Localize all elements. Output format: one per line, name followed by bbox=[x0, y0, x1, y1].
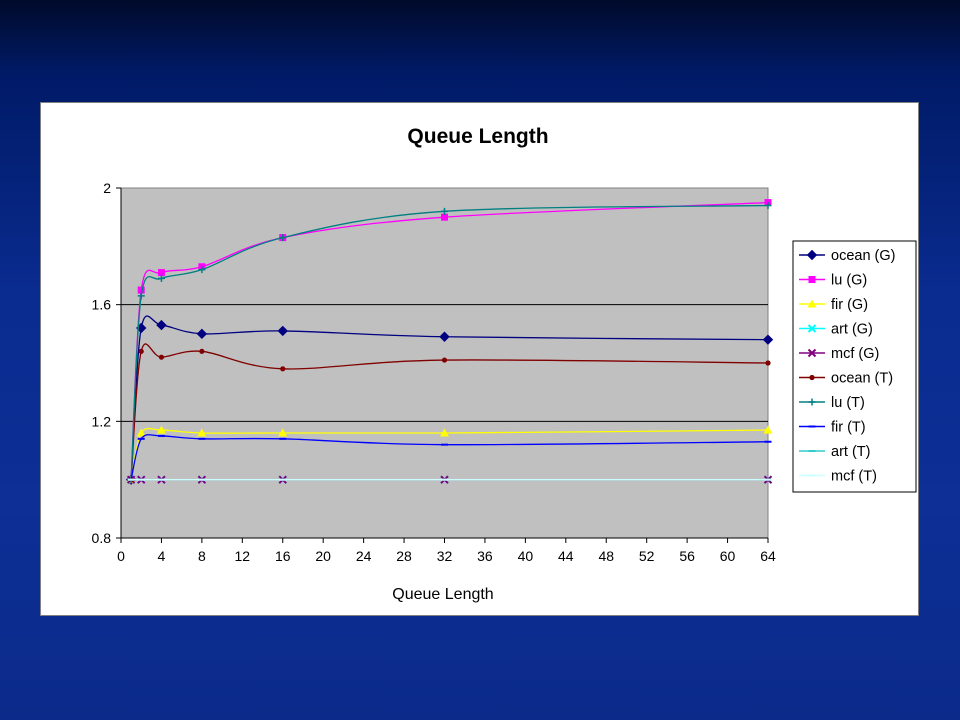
legend-entry-ocean-g: ocean (G) bbox=[799, 248, 895, 264]
x-tick-label: 52 bbox=[639, 548, 655, 564]
data-point-ocean-g bbox=[196, 328, 208, 340]
series-line-fir-g bbox=[130, 427, 769, 480]
y-tick-label: 2 bbox=[103, 180, 111, 196]
x-tick-label: 8 bbox=[198, 548, 206, 564]
x-tick-label: 20 bbox=[315, 548, 331, 564]
legend-marker-ocean-g bbox=[806, 249, 818, 261]
y-tick-label: 1.6 bbox=[92, 297, 112, 313]
x-tick-label: 56 bbox=[679, 548, 695, 564]
plot-area bbox=[120, 187, 769, 539]
chart-title: Queue Length bbox=[407, 125, 548, 148]
data-point-lu-g bbox=[137, 286, 145, 294]
data-point-ocean-g bbox=[439, 331, 450, 342]
series-line-lu-g bbox=[130, 201, 769, 480]
data-point-ocean-t bbox=[199, 348, 205, 354]
legend-entry-lu-g: lu (G) bbox=[799, 273, 867, 289]
legend-entry-fir-t: fir (T) bbox=[799, 420, 866, 436]
queue-length-chart: Queue Length 0.81.21.620 4 8 12 16 20 24 28 32 36… bbox=[92, 125, 917, 603]
legend-marker-lu-t bbox=[808, 398, 816, 406]
x-tick-label: 12 bbox=[235, 548, 251, 564]
legend-label-fir-g: fir (G) bbox=[831, 297, 868, 313]
data-point-ocean-g bbox=[277, 325, 288, 337]
legend-label-lu-t: lu (T) bbox=[831, 395, 865, 411]
data-point-fir-g bbox=[440, 428, 449, 437]
data-point-lu-t bbox=[198, 266, 206, 274]
legend-label-ocean-t: ocean (T) bbox=[831, 371, 893, 387]
x-tick-label: 4 bbox=[158, 548, 166, 564]
data-point-fir-g bbox=[763, 425, 773, 434]
legend-entry-fir-g: fir (G) bbox=[799, 297, 868, 313]
x-axis-label: Queue Length bbox=[392, 586, 493, 603]
x-tick-label: 24 bbox=[356, 548, 372, 564]
legend-label-fir-t: fir (T) bbox=[831, 420, 866, 436]
data-point-ocean-t bbox=[138, 348, 144, 354]
gridlines bbox=[121, 304, 768, 422]
data-point-ocean-t bbox=[765, 360, 771, 366]
legend-marker-mcf-g bbox=[807, 348, 817, 358]
legend-label-mcf-t: mcf (T) bbox=[831, 469, 877, 485]
legend-entry-mcf-g: mcf (G) bbox=[799, 346, 879, 362]
x-tick-label: 48 bbox=[598, 548, 614, 564]
data-point-fir-g bbox=[278, 428, 288, 437]
legend-label-lu-g: lu (G) bbox=[831, 273, 867, 289]
legend-label-art-t: art (T) bbox=[831, 444, 870, 460]
legend-entry-mcf-t: mcf (T) bbox=[799, 469, 877, 485]
data-point-ocean-t bbox=[280, 366, 286, 372]
legend-entry-ocean-t: ocean (T) bbox=[799, 371, 893, 387]
data-point-lu-t bbox=[441, 207, 448, 215]
data-point-fir-g bbox=[197, 428, 207, 437]
y-tick-label: 1.2 bbox=[92, 413, 112, 429]
x-tick-label: 36 bbox=[477, 548, 493, 564]
series-line-fir-t bbox=[130, 434, 769, 480]
series-lu-t bbox=[127, 202, 772, 484]
legend-label-ocean-g: ocean (G) bbox=[831, 248, 895, 264]
legend-marker-art-g bbox=[807, 324, 817, 333]
legend: ocean (G) lu (G) fir (G) art (G) mcf (G) ocea… bbox=[792, 240, 917, 493]
data-point-ocean-g bbox=[762, 334, 774, 345]
x-tick-label: 60 bbox=[720, 548, 736, 564]
x-tick-label: 28 bbox=[396, 548, 412, 564]
data-point-lu-t bbox=[279, 234, 287, 242]
legend-marker-fir-g bbox=[807, 299, 817, 308]
x-tick-label: 44 bbox=[558, 548, 574, 564]
data-point-lu-t bbox=[137, 292, 145, 300]
legend-entry-art-t: art (T) bbox=[799, 444, 870, 460]
series-fir-t bbox=[127, 434, 772, 481]
data-point-lu-g bbox=[441, 213, 448, 221]
series-line-lu-t bbox=[130, 204, 769, 480]
legend-marker-lu-g bbox=[808, 276, 816, 283]
data-point-ocean-g bbox=[156, 319, 167, 331]
series-ocean-t bbox=[128, 343, 771, 483]
data-point-ocean-t bbox=[158, 354, 165, 360]
data-point-ocean-t bbox=[441, 357, 448, 363]
legend-entry-art-g: art (G) bbox=[799, 322, 873, 338]
legend-entry-lu-t: lu (T) bbox=[799, 395, 865, 411]
y-tick-label: 0.8 bbox=[92, 530, 112, 546]
data-point-fir-g bbox=[136, 428, 146, 437]
data-point-fir-g bbox=[156, 425, 166, 434]
data-point-lu-g bbox=[157, 269, 165, 277]
data-point-lu-t bbox=[764, 202, 772, 209]
x-tick-label: 0 bbox=[117, 548, 125, 564]
legend-label-mcf-g: mcf (G) bbox=[831, 346, 879, 362]
series-layer bbox=[125, 199, 774, 485]
chart-frame: Queue Length 0.8 1.2 1.6 2 0 4 8 12 16 20 24 28 32 36… bbox=[40, 102, 919, 616]
legend-marker-ocean-t bbox=[809, 374, 815, 381]
legend-label-art-g: art (G) bbox=[831, 322, 873, 338]
x-tick-label: 64 bbox=[760, 548, 776, 564]
axes: 0.81.21.620 4 8 12 16 20 24 28 32 36 40 44 48 52 56 60 6… bbox=[92, 180, 776, 564]
x-tick-label: 16 bbox=[275, 548, 291, 564]
data-point-lu-t bbox=[157, 274, 165, 282]
x-tick-label: 32 bbox=[437, 548, 453, 564]
x-tick-label: 40 bbox=[518, 548, 534, 564]
